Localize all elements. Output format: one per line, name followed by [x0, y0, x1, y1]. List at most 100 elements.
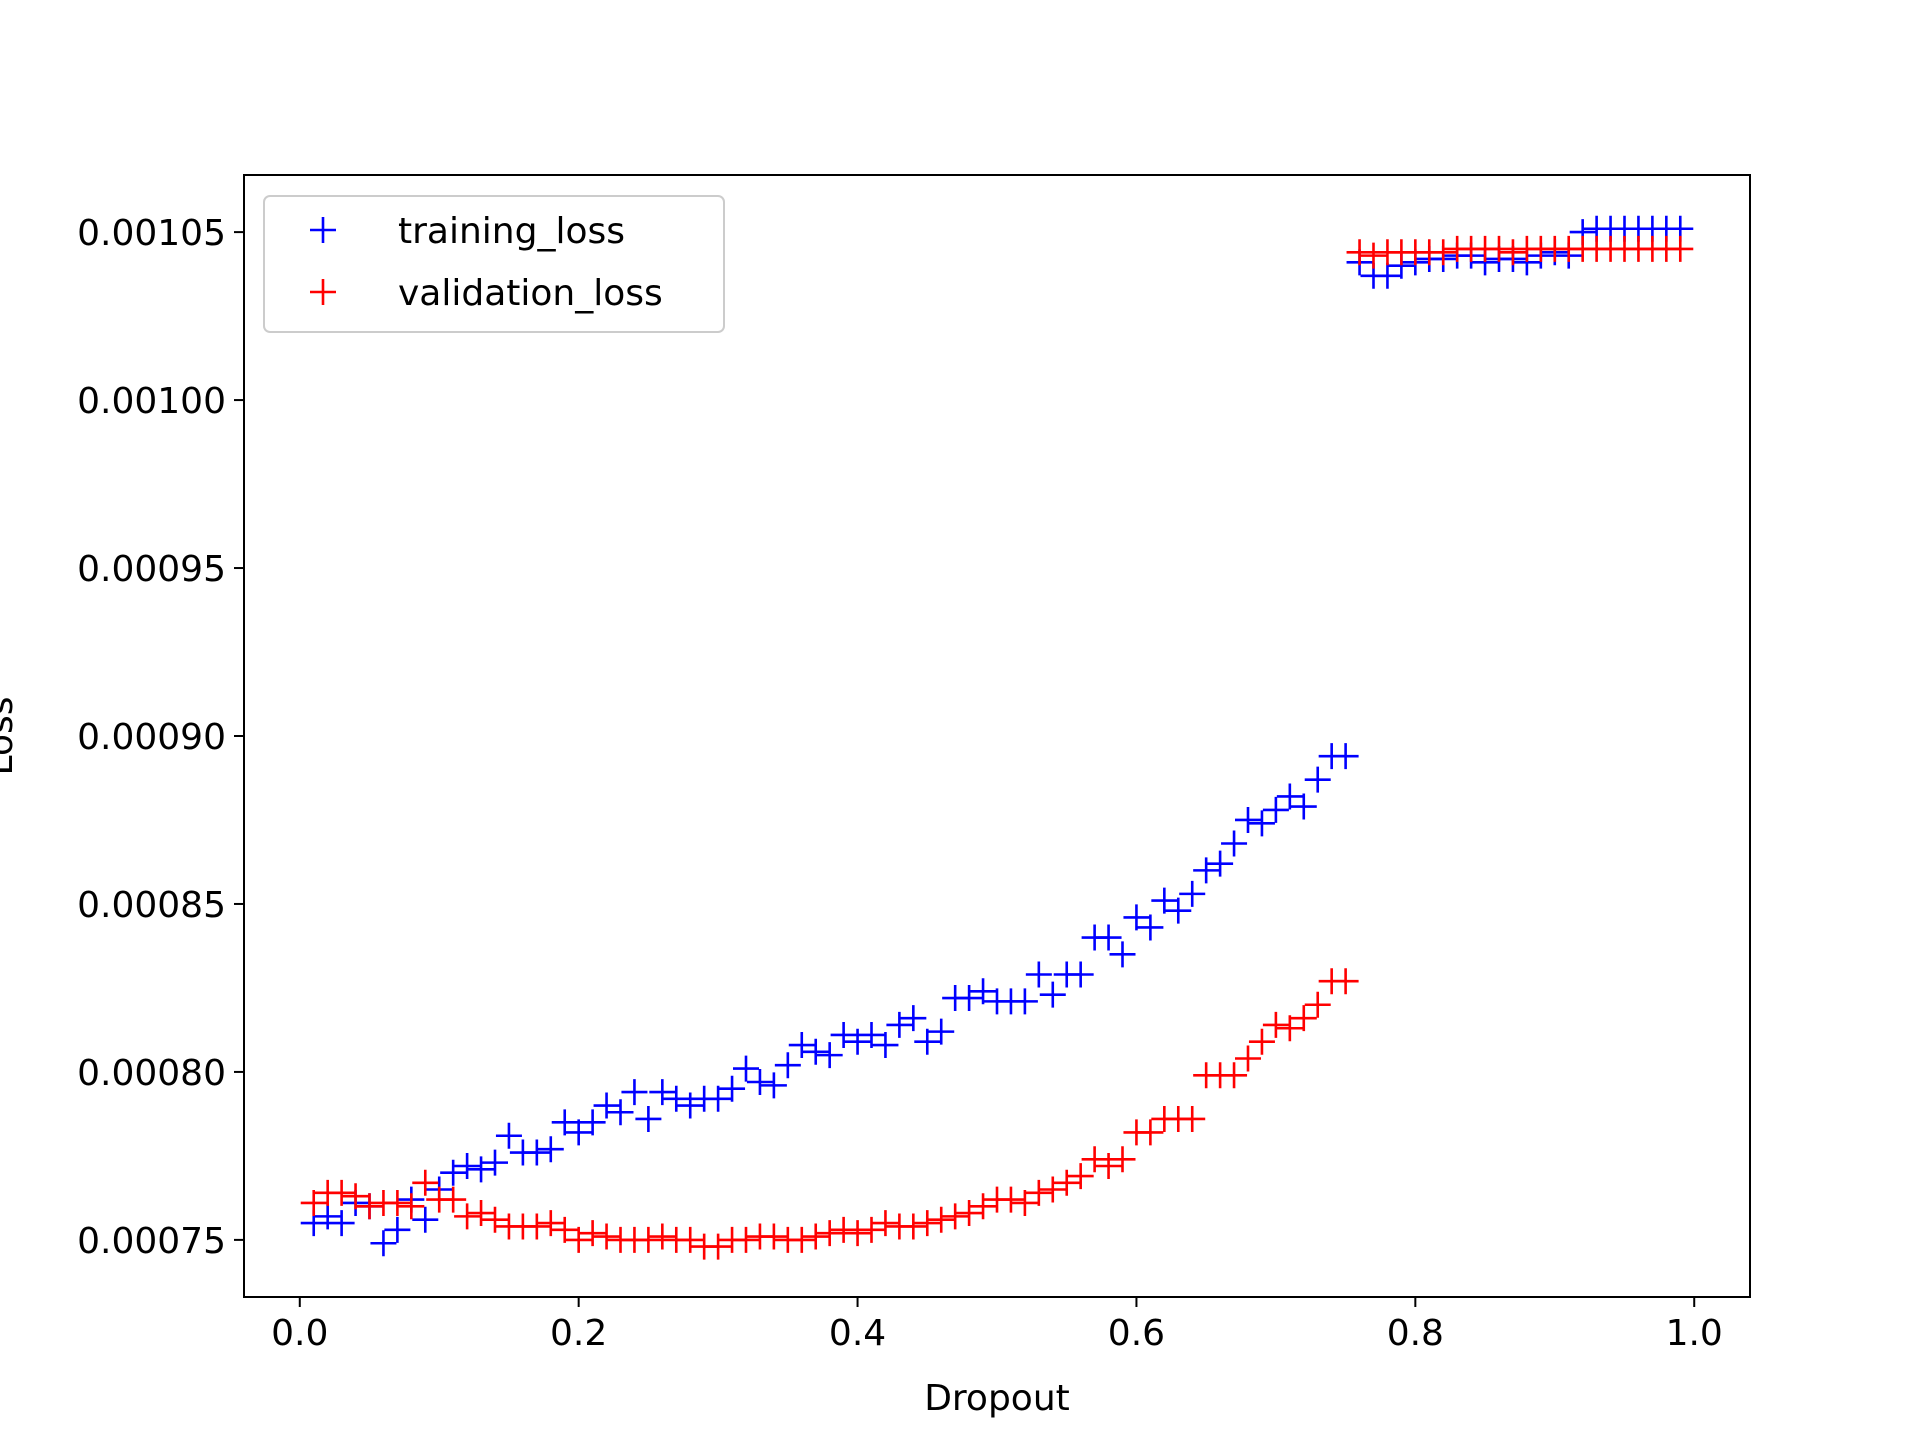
y-tick-label: 0.00090: [77, 717, 226, 758]
legend-label: validation_loss: [398, 273, 663, 314]
validation-loss-point: [384, 1189, 411, 1216]
validation-loss-point: [1067, 1163, 1094, 1190]
training-loss-point: [746, 1069, 773, 1096]
training-loss-point: [1235, 806, 1261, 833]
validation-loss-point: [398, 1193, 425, 1220]
training-loss-point: [802, 1038, 829, 1065]
training-loss-point: [1304, 766, 1331, 793]
training-loss-point: [551, 1109, 578, 1136]
training-loss-point: [607, 1099, 634, 1126]
validation-loss-point: [1276, 1015, 1303, 1042]
training-loss-point: [1332, 743, 1359, 770]
training-loss-point: [1137, 914, 1164, 941]
data-markers: [300, 215, 1694, 1260]
training-loss-point: [760, 1072, 787, 1099]
validation-loss-point: [1109, 1146, 1136, 1173]
validation-loss-point: [1290, 1005, 1317, 1032]
training-loss-point: [1011, 988, 1038, 1015]
training-loss-point: [384, 1216, 411, 1243]
validation-loss-point: [1053, 1169, 1080, 1196]
validation-loss-point: [342, 1183, 369, 1210]
legend-marker-validation-loss: [310, 279, 336, 305]
x-tick-label: 0.4: [829, 1313, 886, 1354]
training-loss-point: [719, 1075, 746, 1102]
x-tick-label: 0.2: [550, 1313, 607, 1354]
training-loss-point: [1262, 796, 1289, 823]
validation-loss-point: [733, 1226, 759, 1253]
x-tick-label: 0.6: [1108, 1313, 1165, 1354]
y-tick-label: 0.00105: [77, 213, 226, 254]
training-loss-point: [1221, 830, 1248, 857]
validation-loss-point: [677, 1226, 704, 1253]
x-tick-label: 1.0: [1666, 1313, 1723, 1354]
validation-loss-point: [788, 1226, 815, 1253]
validation-loss-point: [942, 1203, 969, 1230]
validation-loss-point: [830, 1216, 857, 1243]
training-loss-point: [454, 1152, 481, 1179]
training-loss-point: [1067, 961, 1094, 988]
training-loss-point: [440, 1159, 467, 1186]
validation-loss-point: [872, 1210, 899, 1237]
training-loss-point: [1123, 904, 1150, 931]
validation-loss-point: [1499, 239, 1526, 266]
training-loss-point: [788, 1032, 815, 1059]
y-tick-label: 0.00075: [77, 1221, 226, 1262]
training-loss-point: [579, 1109, 606, 1136]
validation-loss-point: [914, 1210, 941, 1237]
validation-loss-point: [1667, 235, 1694, 262]
training-loss-point: [649, 1079, 676, 1106]
training-loss-point: [635, 1105, 662, 1132]
validation-loss-point: [1262, 1011, 1289, 1038]
validation-loss-point: [970, 1193, 997, 1220]
validation-loss-point: [440, 1186, 467, 1213]
training-loss-point: [886, 1011, 913, 1038]
y-axis: 0.00075 0.00080 0.00085 0.00090 0.00095 0.001…: [77, 213, 244, 1262]
legend: training_loss validation_loss: [263, 195, 725, 333]
training-loss-point: [1374, 262, 1401, 289]
validation-loss-point: [1304, 991, 1331, 1018]
training-loss-point: [1179, 880, 1206, 907]
x-tick-label: 0.0: [271, 1313, 328, 1354]
validation-loss-point: [1346, 239, 1373, 266]
training-loss-point: [914, 1028, 941, 1055]
training-loss-point: [663, 1085, 690, 1112]
training-loss-point: [1165, 897, 1192, 924]
training-loss-point: [1248, 810, 1275, 837]
validation-loss-point: [928, 1206, 955, 1233]
training-loss-point: [621, 1079, 648, 1106]
validation-loss-point: [593, 1223, 620, 1250]
validation-loss-point: [1095, 1152, 1122, 1179]
legend-marker-training-loss: [310, 217, 336, 243]
validation-loss-point: [802, 1223, 829, 1250]
training-loss-point: [495, 1122, 522, 1149]
training-loss-point: [774, 1052, 801, 1079]
validation-loss-point: [997, 1186, 1024, 1213]
training-loss-point: [468, 1156, 495, 1183]
training-loss-point: [370, 1230, 397, 1257]
validation-loss-point: [858, 1216, 885, 1243]
training-loss-point: [1290, 793, 1317, 820]
y-tick-label: 0.00085: [77, 885, 226, 926]
training-loss-point: [816, 1042, 843, 1069]
validation-loss-point: [956, 1200, 983, 1227]
training-loss-point: [970, 978, 997, 1005]
training-loss-point: [900, 1005, 927, 1032]
training-loss-point: [1025, 961, 1052, 988]
validation-loss-point: [328, 1179, 355, 1206]
validation-loss-point: [1430, 239, 1457, 266]
validation-loss-point: [1486, 235, 1512, 262]
validation-loss-point: [537, 1210, 564, 1237]
x-axis-label: Dropout: [924, 1378, 1070, 1419]
validation-loss-point: [1221, 1062, 1248, 1089]
validation-loss-point: [565, 1226, 592, 1253]
training-loss-point: [537, 1136, 564, 1163]
training-loss-point: [1276, 783, 1303, 810]
training-loss-point: [1151, 887, 1178, 914]
x-tick-label: 0.8: [1387, 1313, 1444, 1354]
validation-loss-point: [1081, 1146, 1108, 1173]
validation-loss-point: [551, 1216, 578, 1243]
training-loss-point: [858, 1021, 885, 1048]
validation-loss-point: [1011, 1189, 1038, 1216]
validation-loss-point: [523, 1213, 550, 1240]
